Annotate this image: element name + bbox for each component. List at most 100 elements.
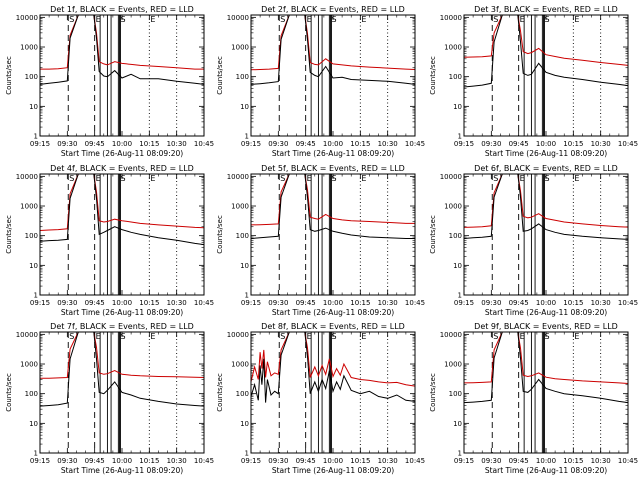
y-tick-label: 10 bbox=[29, 103, 38, 111]
interval-marker-label: S bbox=[331, 15, 336, 24]
event-rate-line bbox=[39, 173, 205, 246]
x-tick-label: 09:45 bbox=[509, 299, 529, 307]
interval-marker-label: E bbox=[361, 15, 366, 24]
y-tick-label: 100 bbox=[236, 390, 249, 398]
x-tick-label: 10:00 bbox=[323, 299, 343, 307]
x-tick-label: 10:00 bbox=[112, 140, 132, 148]
y-tick-label: 1 bbox=[34, 450, 38, 458]
panel-det-8: Det 8f, BLACK = Events, RED = LLD Counts/… bbox=[216, 322, 425, 475]
x-tick-label: 10:30 bbox=[378, 299, 398, 307]
y-tick-label: 10 bbox=[453, 420, 462, 428]
event-rate-line bbox=[463, 14, 629, 88]
interval-marker-label: E bbox=[574, 174, 579, 183]
y-tick-label: 10 bbox=[240, 420, 249, 428]
y-tick-label: 10 bbox=[453, 262, 462, 270]
interval-marker-label: E bbox=[307, 174, 312, 183]
interval-marker-label: E bbox=[574, 15, 579, 24]
y-axis-label: Counts/sec bbox=[429, 56, 437, 95]
y-tick-label: 10 bbox=[29, 262, 38, 270]
panel-det-7: Det 7f, BLACK = Events, RED = LLD Counts/… bbox=[5, 322, 214, 475]
x-axis-label: Start Time (26-Aug-11 08:09:20) bbox=[272, 308, 394, 317]
x-tick-label: 10:15 bbox=[350, 457, 370, 465]
x-tick-label: 09:45 bbox=[509, 457, 529, 465]
y-axis-label: Counts/sec bbox=[429, 373, 437, 412]
lld-rate-line bbox=[39, 173, 205, 231]
x-tick-label: 10:45 bbox=[405, 299, 425, 307]
interval-marker-label: E bbox=[150, 332, 155, 341]
interval-marker-label: E bbox=[574, 332, 579, 341]
y-tick-label: 10 bbox=[453, 103, 462, 111]
y-axis-label: Counts/sec bbox=[5, 373, 13, 412]
x-tick-label: 10:45 bbox=[194, 457, 214, 465]
y-tick-label: 1000 bbox=[20, 203, 38, 211]
panel-det-5: Det 5f, BLACK = Events, RED = LLD Counts/… bbox=[216, 164, 425, 317]
y-axis-label: Counts/sec bbox=[5, 56, 13, 95]
panel-det-4: Det 4f, BLACK = Events, RED = LLD Counts/… bbox=[5, 164, 214, 317]
x-tick-label: 09:45 bbox=[296, 457, 316, 465]
panel-title: Det 5f, BLACK = Events, RED = LLD bbox=[261, 164, 405, 173]
x-axis-label: Start Time (26-Aug-11 08:09:20) bbox=[485, 149, 607, 158]
x-axis-label: Start Time (26-Aug-11 08:09:20) bbox=[61, 149, 183, 158]
y-tick-label: 100 bbox=[25, 232, 38, 240]
panel-title: Det 4f, BLACK = Events, RED = LLD bbox=[50, 164, 194, 173]
x-tick-label: 09:45 bbox=[85, 457, 105, 465]
x-tick-label: 09:15 bbox=[241, 140, 261, 148]
x-axis-label: Start Time (26-Aug-11 08:09:20) bbox=[485, 466, 607, 475]
x-tick-label: 09:30 bbox=[268, 140, 288, 148]
panel-title: Det 2f, BLACK = Events, RED = LLD bbox=[261, 5, 405, 14]
interval-marker-label: S bbox=[544, 332, 549, 341]
lld-rate-line bbox=[40, 14, 204, 70]
y-tick-label: 1000 bbox=[444, 361, 462, 369]
x-tick-label: 10:15 bbox=[139, 299, 159, 307]
x-tick-label: 09:45 bbox=[296, 299, 316, 307]
y-tick-label: 1000 bbox=[231, 203, 249, 211]
interval-marker-label: E bbox=[96, 332, 101, 341]
x-tick-label: 09:30 bbox=[57, 140, 77, 148]
x-tick-label: 10:45 bbox=[618, 299, 638, 307]
x-tick-label: 10:00 bbox=[323, 140, 343, 148]
interval-marker-label: E bbox=[361, 332, 366, 341]
interval-marker-label: S bbox=[331, 332, 336, 341]
y-tick-label: 1 bbox=[245, 450, 249, 458]
y-tick-label: 10000 bbox=[16, 331, 38, 339]
x-tick-label: 10:15 bbox=[563, 299, 583, 307]
y-tick-label: 1000 bbox=[444, 44, 462, 52]
interval-marker-label: S bbox=[69, 15, 74, 24]
panel-title: Det 6f, BLACK = Events, RED = LLD bbox=[474, 164, 618, 173]
y-tick-label: 100 bbox=[449, 73, 462, 81]
y-axis-label: Counts/sec bbox=[216, 56, 224, 95]
interval-marker-label: E bbox=[150, 174, 155, 183]
panel-title: Det 3f, BLACK = Events, RED = LLD bbox=[474, 5, 618, 14]
y-tick-label: 10 bbox=[240, 103, 249, 111]
x-tick-label: 10:45 bbox=[618, 457, 638, 465]
x-tick-label: 10:15 bbox=[350, 299, 370, 307]
y-tick-label: 1000 bbox=[231, 44, 249, 52]
event-rate-line bbox=[250, 173, 415, 239]
x-tick-label: 09:30 bbox=[268, 299, 288, 307]
x-tick-label: 10:00 bbox=[536, 457, 556, 465]
interval-marker-label: S bbox=[69, 174, 74, 183]
panel-det-3: Det 3f, BLACK = Events, RED = LLD Counts/… bbox=[429, 5, 638, 158]
x-tick-label: 10:15 bbox=[139, 140, 159, 148]
x-tick-label: 09:15 bbox=[30, 457, 50, 465]
y-tick-label: 1000 bbox=[20, 361, 38, 369]
x-tick-label: 09:45 bbox=[85, 299, 105, 307]
y-tick-label: 1000 bbox=[444, 203, 462, 211]
x-axis-label: Start Time (26-Aug-11 08:09:20) bbox=[272, 149, 394, 158]
x-tick-label: 10:30 bbox=[167, 457, 187, 465]
x-tick-label: 09:15 bbox=[241, 299, 261, 307]
x-tick-label: 09:30 bbox=[481, 140, 501, 148]
y-tick-label: 100 bbox=[449, 232, 462, 240]
plot-frame bbox=[463, 331, 629, 454]
interval-marker-label: E bbox=[520, 174, 525, 183]
panel-title: Det 7f, BLACK = Events, RED = LLD bbox=[50, 322, 194, 331]
y-tick-label: 1 bbox=[458, 292, 462, 300]
x-tick-label: 10:30 bbox=[378, 457, 398, 465]
interval-marker-label: E bbox=[96, 174, 101, 183]
x-tick-label: 10:15 bbox=[563, 140, 583, 148]
x-tick-label: 09:15 bbox=[454, 457, 474, 465]
lld-rate-line bbox=[463, 173, 629, 228]
x-tick-label: 09:15 bbox=[30, 299, 50, 307]
panel-det-2: Det 2f, BLACK = Events, RED = LLD Counts/… bbox=[216, 5, 425, 158]
